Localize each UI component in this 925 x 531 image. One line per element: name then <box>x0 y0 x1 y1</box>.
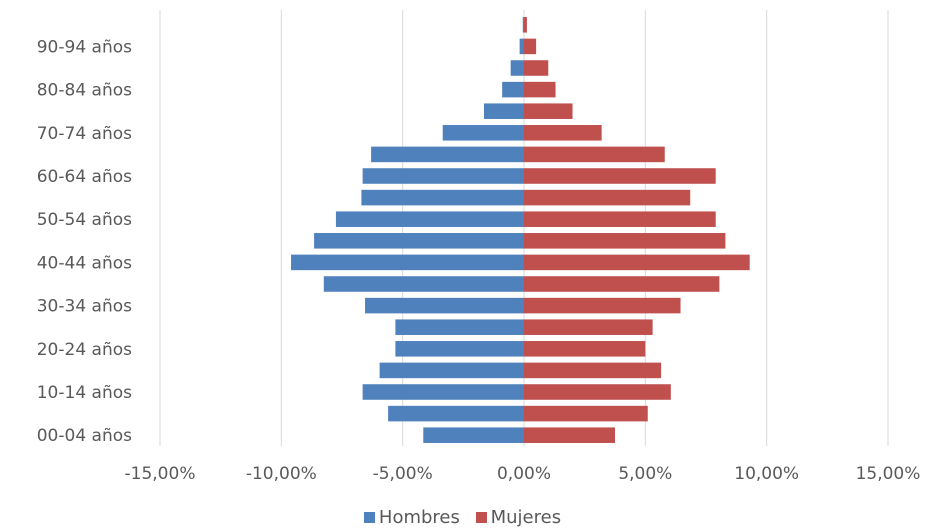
y-tick-label: 70-74 años <box>37 124 132 144</box>
bar-mujeres <box>524 146 665 163</box>
bar-hombres <box>395 319 524 335</box>
bar-hombres <box>362 384 524 400</box>
legend-label-mujeres: Mujeres <box>490 507 562 528</box>
bar-mujeres <box>524 297 681 314</box>
y-tick-label: 10-14 años <box>37 383 132 403</box>
bar-hombres <box>510 60 524 76</box>
y-tick-label: 80-84 años <box>37 81 132 101</box>
bar-hombres <box>442 125 524 141</box>
bar-hombres <box>395 341 524 357</box>
bar-mujeres <box>524 211 716 227</box>
bar-hombres <box>388 405 524 422</box>
y-tick-label: 90-94 años <box>37 37 132 57</box>
bar-mujeres <box>524 103 573 119</box>
bar-hombres <box>335 211 524 227</box>
x-tick-label: 10,00% <box>734 464 799 484</box>
bar-hombres <box>371 146 524 163</box>
bar-hombres <box>291 254 524 271</box>
legend-swatch-hombres <box>363 512 375 523</box>
y-tick-label: 00-04 años <box>37 426 132 446</box>
legend: Hombres Mujeres <box>0 507 925 528</box>
x-tick-label: -10,00% <box>246 464 317 484</box>
bar-mujeres <box>524 254 750 271</box>
bar-hombres <box>522 17 524 33</box>
bar-hombres <box>379 362 524 379</box>
y-tick-label: 60-64 años <box>37 167 132 187</box>
bar-hombres <box>314 233 524 249</box>
x-tick-label: -15,00% <box>125 464 196 484</box>
x-tick-label: -5,00% <box>373 464 433 484</box>
y-tick-label: 20-24 años <box>37 340 132 360</box>
bar-mujeres <box>524 362 662 379</box>
y-tick-label: 40-44 años <box>37 253 132 273</box>
bar-mujeres <box>524 168 716 184</box>
bar-mujeres <box>524 233 726 249</box>
bar-hombres <box>365 297 524 314</box>
bar-hombres <box>423 427 524 443</box>
bar-mujeres <box>524 60 549 76</box>
bar-mujeres <box>524 81 556 98</box>
bar-mujeres <box>524 189 691 206</box>
bar-hombres <box>502 81 524 98</box>
bar-mujeres <box>524 38 537 55</box>
x-tick-label: 15,00% <box>856 464 921 484</box>
bars <box>291 17 750 443</box>
bar-hombres <box>361 189 524 206</box>
legend-label-hombres: Hombres <box>378 507 460 528</box>
legend-swatch-mujeres <box>475 512 487 523</box>
x-tick-label: 0,00% <box>497 464 551 484</box>
bar-hombres <box>483 103 524 119</box>
bar-mujeres <box>524 319 653 335</box>
bar-hombres <box>519 38 524 55</box>
y-tick-label: 50-54 años <box>37 210 132 230</box>
legend-item-hombres: Hombres <box>363 507 460 528</box>
bar-mujeres <box>524 17 527 33</box>
y-tick-label: 30-34 años <box>37 297 132 317</box>
bar-mujeres <box>524 405 648 422</box>
bar-hombres <box>323 276 524 292</box>
bar-mujeres <box>524 276 720 292</box>
bar-mujeres <box>524 427 615 443</box>
bar-mujeres <box>524 125 602 141</box>
bar-hombres <box>362 168 524 184</box>
bar-mujeres <box>524 341 646 357</box>
x-tick-label: 5,00% <box>618 464 672 484</box>
legend-item-mujeres: Mujeres <box>475 507 562 528</box>
tick-labels: -15,00% -10,00% -5,00% 0,00% 5,00% 10,00% 15,0… <box>37 37 921 484</box>
bar-mujeres <box>524 384 671 400</box>
